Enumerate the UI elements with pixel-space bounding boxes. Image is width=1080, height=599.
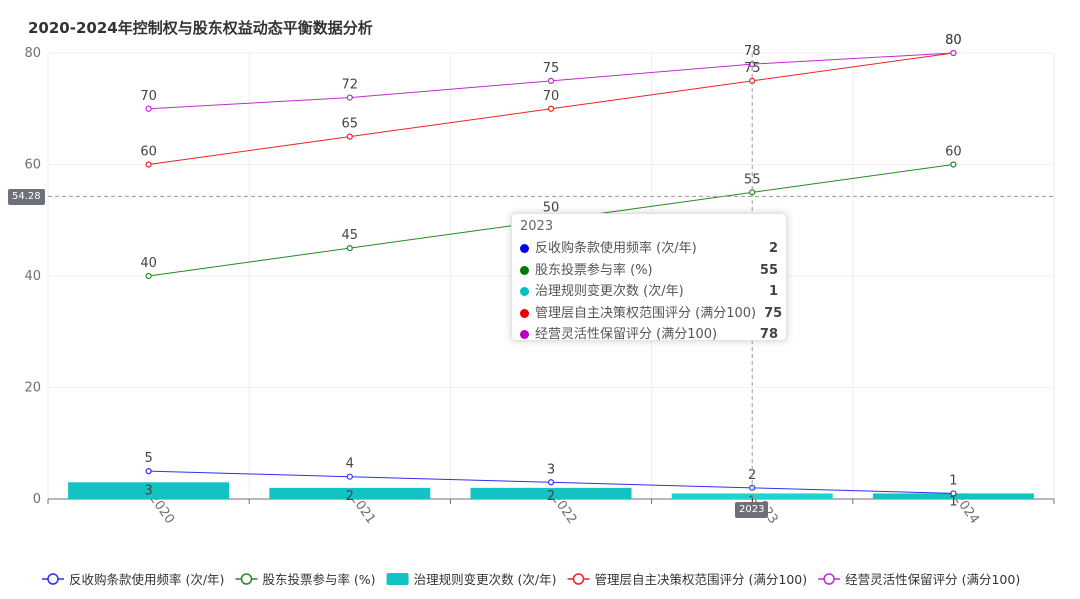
bar [470,487,632,499]
point-value-label: 1 [949,473,957,488]
series-point [950,490,957,497]
series-point [145,105,152,112]
tooltip-title: 2023 [520,219,554,234]
bar-value-label: 1 [949,494,957,509]
point-value-label: 40 [140,256,157,271]
y-tick-label: 60 [24,158,41,173]
point-value-label: 60 [140,145,157,160]
series-point [346,245,353,252]
bar-value-label: 3 [144,483,152,498]
series-point [547,105,555,112]
series-point [145,468,152,475]
chart-title: 2020-2024年控制权与股东权益动态平衡数据分析 [28,19,373,37]
tooltip-row: 管理层自主决策权范围评分 (满分100) 75 [520,303,782,325]
point-value-label: 50 [543,200,560,215]
point-value-label: 5 [144,451,152,466]
tooltip-series-value: 55 [759,262,778,278]
tooltip-series-value: 75 [764,305,783,321]
series-point [547,479,555,486]
point-value-label: 72 [342,78,359,93]
legend-swatch-dot [823,573,835,585]
point-value-label: 70 [543,89,560,104]
point-value-label: 70 [140,89,157,104]
legend-label: 治理规则变更次数 (次/年) [414,572,557,587]
series-point [346,133,353,140]
tooltip: 2023 反收购条款使用频率 (次/年) 2 股东投票参与率 (%) 55 治理规则变更… [511,213,787,342]
x-pointer-label: 2023 [735,502,769,518]
point-value-label: 78 [744,44,761,59]
bar-value-label: 2 [346,489,354,504]
tooltip-series-name: 经营灵活性保留评分 (满分100) [535,327,718,342]
tooltip-series-name: 反收购条款使用频率 (次/年) [535,241,697,256]
tooltip-dot [520,265,529,275]
tooltip-series-value: 2 [768,241,778,256]
tooltip-row: 经营灵活性保留评分 (满分100) 78 [520,324,778,346]
tooltip-row: 股东投票参与率 (%) 55 [520,260,778,282]
tooltip-series-value: 78 [759,327,778,342]
series-point [950,49,957,57]
series-point [346,94,353,101]
series-point [346,473,353,480]
bar [269,487,431,499]
legend-swatch-dot [240,573,253,585]
legend-item[interactable]: 经营灵活性保留评分 (满分100) [818,572,1020,587]
series-point [950,161,957,168]
tooltip-dot [520,308,529,318]
y-tick-label: 0 [33,492,41,507]
bar-value-label: 2 [547,489,555,504]
legend-label: 管理层自主决策权范围评分 (满分100) [595,572,808,587]
legend-swatch-bar [386,573,409,585]
point-value-label: 45 [342,228,359,243]
tooltip-row: 反收购条款使用频率 (次/年) 2 [520,238,778,260]
series-point [145,161,152,168]
series-point [547,77,555,84]
data-labels: 3221154321404550556060657075807072757880 [140,33,961,509]
tooltip-dot [520,287,529,297]
legend-item[interactable]: 反收购条款使用频率 (次/年) [42,572,224,587]
point-value-label: 4 [346,457,354,472]
tooltip-series-name: 管理层自主决策权范围评分 (满分100) [535,305,757,321]
tooltip-series-value: 1 [768,284,778,299]
legend-label: 反收购条款使用频率 (次/年) [69,572,224,587]
legend-item[interactable]: 治理规则变更次数 (次/年) [386,572,557,587]
point-value-label: 80 [945,33,962,48]
tooltip-dot [520,244,529,254]
legend-swatch-dot [572,573,585,585]
legend-label: 股东投票参与率 (%) [262,572,375,587]
y-tick-label: 20 [24,381,41,396]
tooltip-series-name: 股东投票参与率 (%) [535,262,653,278]
y-tick-label: 80 [24,46,41,61]
legend-item[interactable]: 管理层自主决策权范围评分 (满分100) [567,572,808,587]
legend-item[interactable]: 股东投票参与率 (%) [235,572,376,587]
axis-pointer [48,53,1054,499]
tooltip-series-name: 治理规则变更次数 (次/年) [535,284,684,299]
point-value-label: 60 [945,145,962,160]
legend-label: 经营灵活性保留评分 (满分100) [845,572,1020,587]
point-value-label: 80 [945,33,962,48]
bar [68,482,230,499]
legend-swatch-dot [47,573,59,585]
bar-value-label: 1 [748,494,756,509]
point-value-label: 3 [547,462,555,477]
point-value-label: 75 [543,61,560,76]
y-tick-label: 40 [24,269,41,284]
tooltip-row: 治理规则变更次数 (次/年) 1 [520,281,778,303]
legend[interactable]: 反收购条款使用频率 (次/年) 股东投票参与率 (%) 治理规则变更次数 (次/年)… [42,572,1020,587]
tooltip-dot [520,330,529,340]
series-point [145,272,152,280]
point-value-label: 65 [342,117,359,132]
y-pointer-label: 54.28 [8,189,45,205]
